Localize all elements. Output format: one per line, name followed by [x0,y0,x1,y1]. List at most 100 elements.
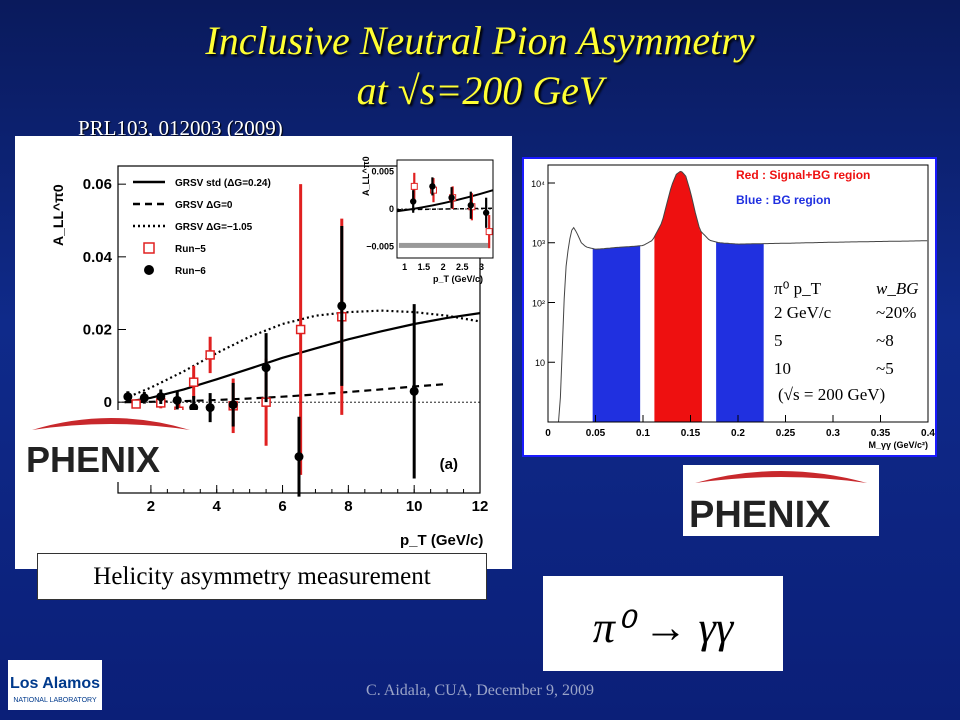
asymmetry-chart: 2 4 6 8 10 1200.020.040.06p_T (GeV/c)A_LL^π0(… [50,156,494,549]
run6-point [294,452,304,462]
theory-curve [124,309,481,400]
phenix-logo-text: PHENIX [26,439,160,480]
mass-region [592,245,641,422]
mass-spectrum-line [552,170,928,423]
title-at: at [356,68,398,113]
table-note: (√s = 200 GeV) [778,385,885,404]
x-tick-label: 8 [344,498,352,515]
run6-point [205,403,215,413]
run5-point [131,399,141,409]
legend-marker-run6 [144,265,154,275]
y-axis-label: A_LL^π0 [50,184,66,246]
inset-x-tick-label: 1.5 [418,262,431,272]
mass-x-tick-label: 0.35 [871,428,891,439]
x-tick-label: 6 [278,498,286,515]
phenix-logo-text: PHENIX [689,494,831,536]
run6-point [261,363,271,373]
run5-point [295,324,306,335]
decay-equation: π⁰ → γγ [593,603,735,652]
inset-x-tick-label: 1 [402,262,407,272]
inset-run6-point [448,194,455,201]
inset-run6-point [410,198,417,205]
mass-y-tick-label: 10 [535,358,545,368]
phenix-logo-graphic: PHENIX [26,418,190,480]
mass-x-tick-label: 0.3 [826,428,840,439]
run6-point [156,392,166,402]
legend-red-region: Red : Signal+BG region [736,168,870,182]
sqrt-symbol: √ [397,68,420,113]
y-tick-label: 0.04 [83,249,113,266]
table-cell-wbg: ~8 [876,331,894,350]
mass-x-tick-label: 0.4 [921,428,935,439]
mass-y-tick-label: 10⁴ [531,179,545,189]
footer-credit: C. Aidala, CUA, December 9, 2009 [366,682,594,699]
mass-x-axis-label: M_γγ (GeV/c²) [868,440,928,450]
inset-y-tick-label: 0 [389,204,394,214]
legend-blue-region: Blue : BG region [736,193,831,207]
legend-marker-run5 [143,242,155,254]
inset-y-tick-label: 0.005 [371,166,394,176]
y-tick-label: 0.06 [83,176,112,193]
phenix-logo-left: PHENIX [22,410,200,482]
theory-curve [124,312,481,404]
inset-run6-point [429,183,436,190]
mass-x-tick-label: 0.2 [731,428,745,439]
caption-box: Helicity asymmetry measurement [37,553,487,600]
run6-point [139,393,149,403]
inset-x-tick-label: 2.5 [456,262,469,272]
y-tick-label: 0.02 [83,322,112,339]
mass-x-tick-label: 0.05 [586,428,606,439]
lanl-logo: Los Alamos NATIONAL LABORATORY [8,660,102,710]
lanl-logo-subtext: NATIONAL LABORATORY [13,697,97,704]
legend-label: Run−5 [175,244,206,255]
table-cell-pt: 5 [774,331,783,350]
legend-label: GRSV std (ΔG=0.24) [175,178,271,189]
inset-systematic-band [398,242,490,248]
mass-x-tick-label: 0 [545,428,551,439]
table-cell-wbg: ~20% [876,303,916,322]
mass-x-tick-label: 0.15 [681,428,701,439]
slide-title-line2: at √s=200 GeV [0,68,960,114]
asymmetry-plot-panel: 2 4 6 8 10 12 0 0.02 0.04 0.06 p_T (GeV/c) A_LL^π0(… [15,136,512,569]
run6-point [228,400,238,410]
inset-y-tick-label: −0.005 [366,242,394,252]
table-cell-pt: 10 [774,359,791,378]
phenix-logo-right: PHENIX [683,465,879,536]
table-cell-pt: 2 GeV/c [774,303,832,322]
run6-point [172,395,182,405]
mass-region [716,242,764,422]
inset-run6-point [467,202,474,209]
run5-point [188,377,199,387]
mass-x-tick-label: 0.25 [776,428,796,439]
mass-y-tick-label: 10³ [532,239,545,249]
inset-x-tick-label: 3 [479,262,484,272]
slide-title-line1: Inclusive Neutral Pion Asymmetry [205,18,755,63]
mass-x-tick-label: 0.1 [636,428,650,439]
table-header-pt: π⁰ p_T [774,279,822,298]
mass-spectrum-chart: 0 0.05 0.1 0.15 0.2 0.25 0.3 0.35 0.4 10 10² 10³ 10⁴… [531,164,935,450]
x-tick-label: 10 [406,498,423,515]
inset-x-axis-label: p_T (GeV/c) [433,274,483,284]
y-tick-label: 0 [104,394,112,411]
inset-run6-point [482,209,490,216]
decay-equation-box: π⁰ → γγ [543,576,783,671]
panel-label: (a) [440,456,458,473]
table-header-wbg: w_BG [876,279,919,298]
run6-point [189,403,199,413]
phenix-logo-graphic: PHENIX [689,471,867,536]
table-cell-wbg: ~5 [876,359,894,378]
theory-curve [124,382,448,404]
legend-label: GRSV ΔG=−1.05 [175,222,253,233]
x-tick-label: 2 [147,498,155,515]
mass-spectrum-panel: 0 0.05 0.1 0.15 0.2 0.25 0.3 0.35 0.4 10 10² 10³ 10⁴… [522,157,937,457]
x-axis-label: p_T (GeV/c) [400,532,483,549]
run6-point [337,301,347,311]
legend-label: Run−6 [175,266,206,277]
mass-y-tick-label: 10² [532,298,545,308]
run6-point [409,386,419,396]
inset-x-tick-label: 2 [441,262,446,272]
legend-label: GRSV ΔG=0 [175,200,233,211]
title-energy: s=200 GeV [419,68,604,113]
mass-region [654,170,702,422]
inset-run5-point [410,182,418,190]
